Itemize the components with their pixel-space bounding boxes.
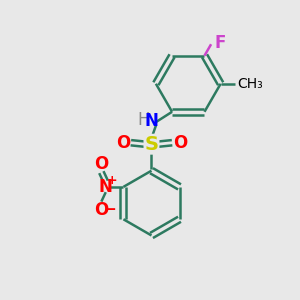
Text: O: O bbox=[173, 134, 187, 152]
Text: N: N bbox=[99, 178, 113, 196]
Text: O: O bbox=[94, 201, 109, 219]
Text: S: S bbox=[145, 135, 158, 154]
Text: O: O bbox=[116, 134, 130, 152]
Text: H: H bbox=[137, 111, 150, 129]
Text: O: O bbox=[94, 155, 109, 173]
Text: F: F bbox=[214, 34, 225, 52]
Text: +: + bbox=[106, 174, 117, 187]
Text: N: N bbox=[145, 112, 158, 130]
Text: −: − bbox=[103, 202, 116, 217]
Text: CH₃: CH₃ bbox=[237, 77, 262, 91]
